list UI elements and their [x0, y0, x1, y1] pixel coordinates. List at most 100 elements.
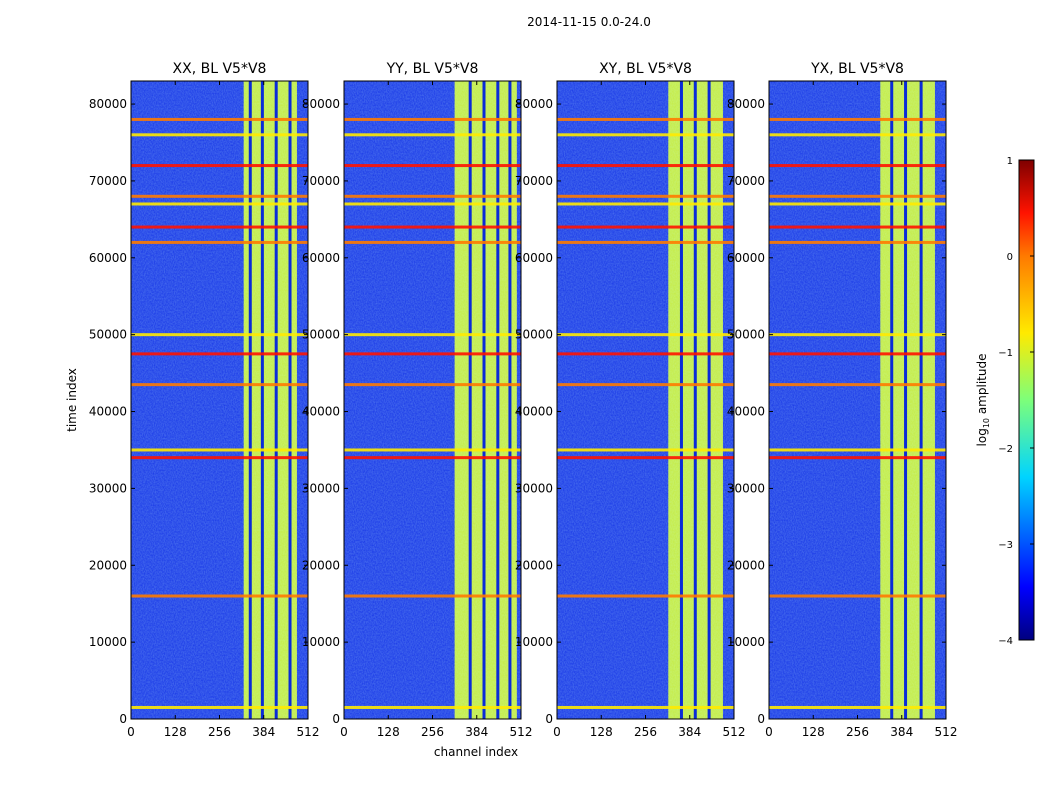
x-tick-label: 0 — [553, 725, 561, 739]
channel-gap — [482, 81, 486, 719]
x-tick-label: 256 — [208, 725, 231, 739]
rfi-row — [769, 352, 946, 356]
y-tick-label: 20000 — [515, 558, 553, 572]
rfi-row — [769, 133, 946, 137]
y-tick-label: 60000 — [727, 251, 765, 265]
y-tick-label: 0 — [119, 712, 127, 726]
colorbar-tick-label: −1 — [998, 348, 1013, 359]
y-tick-label: 10000 — [515, 635, 553, 649]
x-tick-label: 0 — [765, 725, 773, 739]
rfi-row — [131, 225, 308, 229]
y-tick-label: 60000 — [302, 251, 340, 265]
y-tick-label: 70000 — [89, 174, 127, 188]
rfi-row — [557, 133, 734, 137]
rfi-row — [557, 352, 734, 356]
x-tick-label: 0 — [340, 725, 348, 739]
channel-gap — [679, 81, 683, 719]
y-tick-label: 20000 — [727, 558, 765, 572]
colorbar-label-prefix: log — [975, 428, 989, 446]
rfi-row — [344, 240, 521, 244]
channel-gap — [890, 81, 894, 719]
rfi-row — [344, 164, 521, 168]
rfi-row — [769, 448, 946, 452]
rfi-row — [344, 133, 521, 137]
y-tick-label: 40000 — [89, 405, 127, 419]
rfi-row — [557, 448, 734, 452]
channel-gap — [274, 81, 278, 719]
rfi-row — [769, 164, 946, 168]
y-tick-label: 0 — [757, 712, 765, 726]
channel-gap — [693, 81, 697, 719]
x-tick-label: 128 — [590, 725, 613, 739]
colorbar-tick-label: 0 — [1007, 252, 1013, 263]
rfi-row — [769, 594, 946, 598]
rfi-row — [131, 383, 308, 387]
x-tick-label: 128 — [802, 725, 825, 739]
y-tick-label: 30000 — [89, 481, 127, 495]
rfi-row — [557, 333, 734, 337]
y-tick-label: 40000 — [727, 405, 765, 419]
rfi-row — [769, 225, 946, 229]
rfi-row — [131, 594, 308, 598]
rfi-row — [131, 456, 308, 460]
rfi-row — [131, 202, 308, 206]
rfi-row — [344, 352, 521, 356]
x-tick-label: 512 — [297, 725, 320, 739]
colorbar-tick-label: −3 — [998, 540, 1013, 551]
y-tick-label: 70000 — [727, 174, 765, 188]
channel-gap — [707, 81, 711, 719]
rfi-row — [769, 117, 946, 121]
y-tick-label: 80000 — [515, 97, 553, 111]
rfi-row — [557, 164, 734, 168]
rfi-row — [344, 202, 521, 206]
rfi-row — [131, 164, 308, 168]
rfi-row — [344, 194, 521, 198]
bright-band-texture — [243, 81, 297, 719]
panel-title: YY, BL V5*V8 — [386, 61, 479, 77]
rfi-row — [769, 333, 946, 337]
rfi-row — [131, 117, 308, 121]
rfi-row — [557, 202, 734, 206]
y-tick-label: 40000 — [515, 405, 553, 419]
y-tick-label: 80000 — [89, 97, 127, 111]
rfi-row — [557, 117, 734, 121]
y-tick-label: 30000 — [727, 481, 765, 495]
y-tick-label: 10000 — [727, 635, 765, 649]
x-tick-label: 384 — [465, 725, 488, 739]
x-tick-label: 384 — [890, 725, 913, 739]
rfi-row — [769, 383, 946, 387]
rfi-row — [557, 194, 734, 198]
y-tick-label: 80000 — [727, 97, 765, 111]
y-tick-label: 30000 — [302, 481, 340, 495]
panel-title: XX, BL V5*V8 — [173, 61, 267, 77]
y-tick-label: 60000 — [89, 251, 127, 265]
x-tick-label: 512 — [510, 725, 533, 739]
x-tick-label: 128 — [164, 725, 187, 739]
y-tick-label: 50000 — [89, 328, 127, 342]
y-tick-label: 40000 — [302, 405, 340, 419]
rfi-row — [344, 448, 521, 452]
x-axis-label: channel index — [434, 745, 518, 759]
colorbar: log10 amplitude 10−1−2−3−4 — [975, 156, 1035, 647]
rfi-row — [131, 194, 308, 198]
colorbar-gradient — [1018, 159, 1035, 641]
y-tick-label: 30000 — [515, 481, 553, 495]
channel-gap — [468, 81, 472, 719]
x-tick-label: 384 — [252, 725, 275, 739]
rfi-row — [769, 202, 946, 206]
colorbar-tick-label: −4 — [998, 636, 1013, 647]
y-tick-label: 10000 — [302, 635, 340, 649]
rfi-row — [557, 456, 734, 460]
panel-1: XX, BL V5*V8 0 128 256 384 512 0 10000 20000 3000… — [89, 61, 320, 739]
rfi-row — [557, 594, 734, 598]
rfi-row — [557, 240, 734, 244]
y-tick-label: 10000 — [89, 635, 127, 649]
y-tick-label: 0 — [332, 712, 340, 726]
colorbar-ticks: 1 0 −1 −2 −3 −4 — [998, 156, 1034, 647]
rfi-row — [769, 240, 946, 244]
x-tick-label: 256 — [421, 725, 444, 739]
y-tick-label: 20000 — [89, 558, 127, 572]
channel-gap — [248, 81, 252, 719]
rfi-row — [557, 383, 734, 387]
